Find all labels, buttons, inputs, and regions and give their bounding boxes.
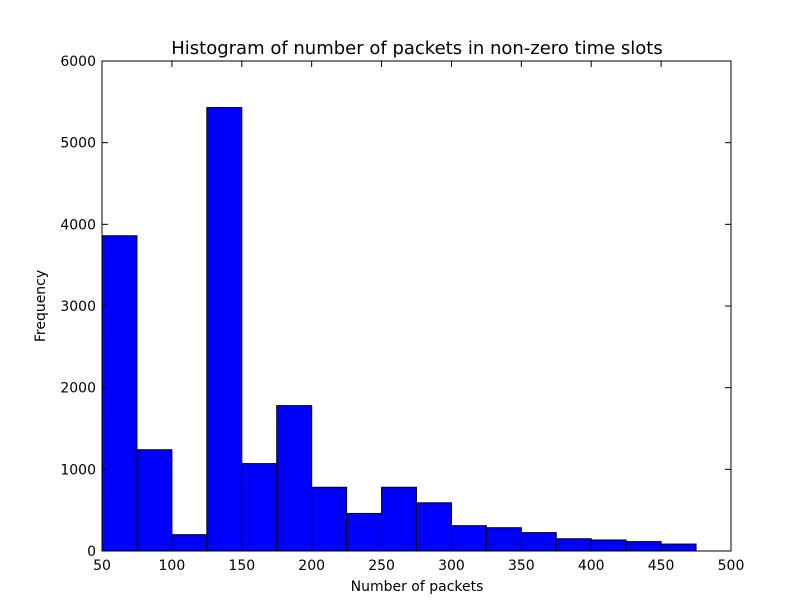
y-axis-ticks: 0 1000 2000 3000 4000 5000 6000: [60, 54, 731, 560]
chart-title: Histogram of number of packets in non-ze…: [171, 38, 663, 59]
y-tick-label-3000: 3000: [60, 299, 96, 315]
bars-group: [101, 107, 697, 552]
histogram-bar-5: [276, 405, 313, 552]
histogram-bar-14: [590, 539, 627, 552]
plot-frame: [101, 60, 732, 552]
histogram-bar-8: [381, 486, 417, 552]
histogram-bar-3: [206, 107, 243, 552]
histogram-bar-7: [346, 512, 383, 552]
x-tick-label-300: 300: [438, 558, 465, 574]
y-tick-label-5000: 5000: [60, 136, 96, 152]
histogram-bar-13: [555, 538, 592, 552]
x-tick-label-500: 500: [718, 558, 745, 574]
x-axis-ticks: 50 100 150 200 250 300 350 400 450 500: [93, 61, 744, 574]
y-tick-label-1000: 1000: [60, 462, 96, 478]
histogram-bar-9: [416, 502, 452, 552]
x-tick-label-350: 350: [508, 558, 535, 574]
histogram-bar-0: [101, 235, 138, 552]
x-tick-label-450: 450: [648, 558, 675, 574]
x-tick-label-200: 200: [298, 558, 325, 574]
histogram-bar-16: [660, 543, 697, 552]
histogram-bar-12: [520, 532, 557, 552]
histogram-bar-11: [485, 527, 522, 552]
x-tick-label-250: 250: [368, 558, 395, 574]
x-axis-label: Number of packets: [351, 579, 484, 595]
y-axis-label: Frequency: [33, 270, 49, 342]
x-tick-label-100: 100: [159, 558, 186, 574]
histogram-bar-10: [450, 525, 487, 552]
x-tick-label-400: 400: [578, 558, 605, 574]
y-tick-label-2000: 2000: [60, 381, 96, 397]
y-tick-label-4000: 4000: [60, 217, 96, 233]
histogram-bar-2: [171, 534, 208, 552]
histogram-bar-4: [241, 463, 278, 552]
x-tick-label-50: 50: [93, 558, 111, 574]
y-tick-label-6000: 6000: [60, 54, 96, 70]
histogram-bar-1: [136, 449, 173, 552]
histogram-bar-15: [625, 541, 662, 552]
histogram-bar-6: [311, 486, 348, 552]
x-tick-label-150: 150: [228, 558, 255, 574]
y-tick-label-0: 0: [87, 544, 96, 560]
